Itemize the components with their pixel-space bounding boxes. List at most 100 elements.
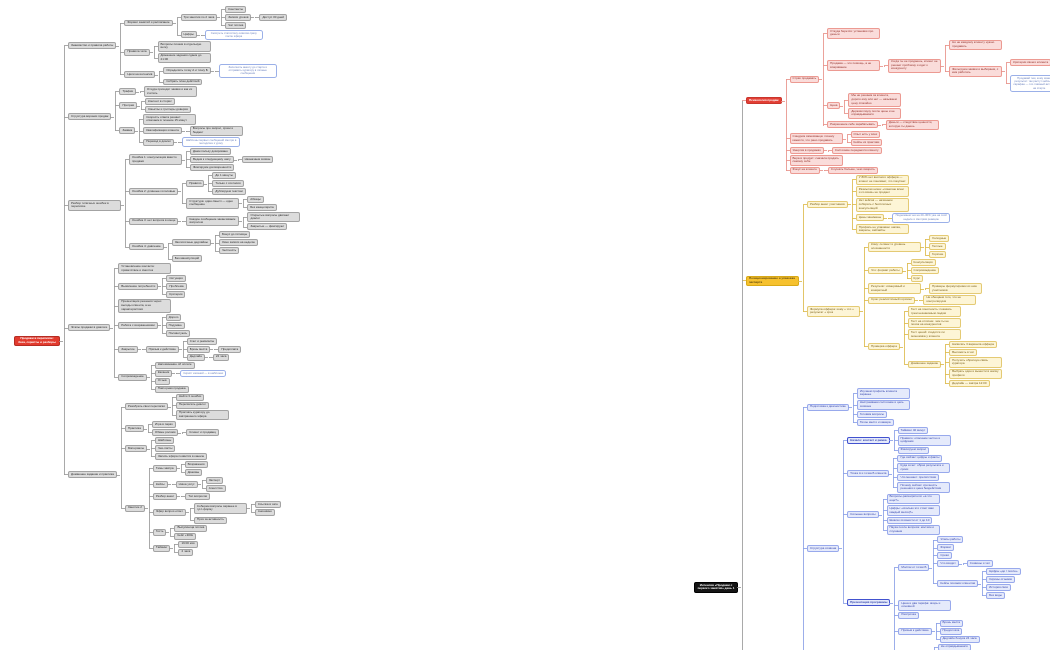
mindmap-node[interactable]: Выложить в чат: [949, 349, 978, 356]
mindmap-node[interactable]: Получить обратную связь куратора: [949, 356, 1003, 368]
mindmap-node[interactable]: Настраиваем состояние и цель созвона: [856, 399, 910, 411]
mindmap-node[interactable]: Бронь места: [186, 345, 213, 353]
mindmap-root-node[interactable]: Интенсив «Продажи с первого занятия» ден…: [694, 582, 741, 593]
mindmap-node[interactable]: Подумаю: [165, 321, 185, 329]
mindmap-node[interactable]: Чат потока: [225, 21, 247, 29]
mindmap-node[interactable]: Подготовка к диагностике: [807, 403, 852, 411]
mindmap-node[interactable]: 2 часа: [178, 548, 194, 556]
mindmap-node[interactable]: Клиент и продавец: [186, 429, 219, 437]
mindmap-node[interactable]: Цифры: «сколько это стоит вам каждый мес…: [886, 505, 940, 516]
mindmap-node[interactable]: Вопросы про запрос, сроки и бюджет: [189, 125, 243, 137]
mindmap-node[interactable]: Ошибка 2: длинные голосовые: [129, 188, 182, 195]
mindmap-node[interactable]: Шаблоны: [155, 437, 175, 445]
mindmap-node[interactable]: Кому: сегмент и уровень осознанности: [868, 241, 924, 253]
mindmap-node[interactable]: Разбор типичных ошибок в переписке: [68, 199, 124, 211]
mindmap-node[interactable]: Разбор анкет: [152, 492, 181, 500]
mindmap-node[interactable]: Дублируем текстом: [212, 188, 246, 195]
mindmap-node[interactable]: Тайминг: [152, 544, 173, 552]
mindmap-node[interactable]: Но не каждому клиенту нужно продавать: [949, 39, 1003, 51]
mindmap-node[interactable]: Сроки: [937, 552, 952, 560]
mindmap-node[interactable]: Критерии: [166, 290, 186, 298]
mindmap-root-node[interactable]: Продажи в переписке: база, скрипты и раз…: [14, 335, 63, 347]
mindmap-node[interactable]: Работа с возражениями: [118, 321, 162, 329]
mindmap-node[interactable]: Выявление потребности: [118, 282, 162, 290]
mindmap-node[interactable]: Примеры формулировок из ниш участников: [929, 283, 982, 294]
mindmap-node[interactable]: Цены занижены: [855, 214, 888, 222]
mindmap-node[interactable]: Ошибка 3: нет вопроса в конце: [129, 217, 182, 225]
mindmap-node[interactable]: Вопросы пишем в отдельную ветку: [157, 40, 211, 52]
branch-topic-node[interactable]: Психология продаж: [746, 97, 785, 105]
mindmap-node[interactable]: Ведем к следующему шагу: [190, 156, 237, 164]
mindmap-node[interactable]: Кейсы из практики: [850, 139, 883, 146]
mindmap-node[interactable]: Созвоны и чат: [966, 560, 993, 568]
mindmap-node[interactable]: Презентация решения через выгоды клиента…: [118, 298, 172, 313]
mindmap-node[interactable]: Чек-листы: [155, 445, 176, 452]
mindmap-node[interactable]: Соберем вопросы заранее в гугл-форму: [193, 503, 250, 514]
mindmap-node[interactable]: Вера в продукт: сначала продать самому с…: [789, 154, 843, 166]
mindmap-node[interactable]: Продажа — это помощь, а не впаривание: [827, 60, 884, 71]
mindmap-node[interactable]: Возражения: [184, 460, 208, 468]
mindmap-node[interactable]: Готовим вопросы: [856, 411, 887, 419]
mindmap-node[interactable]: Ситуация: [166, 274, 186, 282]
mindmap-node[interactable]: Эфир вопрос-ответ: [152, 508, 189, 516]
mindmap-node[interactable]: Почему сейчас: срочность решения и цена …: [897, 482, 951, 493]
mindmap-node[interactable]: Что входит: [937, 560, 963, 568]
mindmap-node[interactable]: Где сейчас: цифры и факты: [897, 454, 943, 462]
mindmap-node[interactable]: Курс: [910, 275, 923, 283]
mindmap-node[interactable]: Держим паузу после цены и не оправдываем…: [848, 107, 902, 119]
mindmap-node[interactable]: Рассрочка: [898, 611, 919, 619]
mindmap-node[interactable]: Домашнее задание и практика: [68, 471, 120, 479]
mindmap-node[interactable]: Откуда приходят заявки и как их считать: [143, 86, 197, 98]
mindmap-node[interactable]: Ошибка 4: давление: [129, 243, 167, 251]
mindmap-node[interactable]: Проверка оффера: [868, 343, 903, 351]
mindmap-node[interactable]: Скорость ответа решает: отвечаем в течен…: [143, 113, 197, 125]
mindmap-node[interactable]: Призыв к действию: [145, 345, 182, 353]
mindmap-node[interactable]: Гость: [152, 528, 169, 536]
mindmap-node[interactable]: Предоплата: [218, 345, 242, 353]
mindmap-node[interactable]: Цифры «до / после»: [986, 568, 1021, 576]
mindmap-node[interactable]: Экологичные дедлайны: [171, 239, 215, 247]
mindmap-node[interactable]: Закрытые — фиксируют: [247, 223, 288, 231]
mindmap-node[interactable]: Состояние передается клиенту: [831, 147, 882, 154]
mindmap-node[interactable]: Напоминание об оплате: [154, 361, 195, 369]
mindmap-node[interactable]: Ниша услуг: [175, 480, 201, 488]
mindmap-node[interactable]: Разобрать свои переписки: [124, 403, 171, 411]
mindmap-node[interactable]: Правила чата: [124, 48, 153, 56]
mindmap-node[interactable]: Бронь места: [939, 619, 964, 627]
mindmap-node[interactable]: Формула оффера: кому + что + результат +…: [807, 305, 863, 317]
mindmap-node[interactable]: Три занятия по 2 часа: [180, 13, 220, 21]
mindmap-node[interactable]: Цели на интенсив: [124, 71, 159, 79]
mindmap-node[interactable]: История своя: [986, 584, 1011, 592]
mindmap-node[interactable]: Призыв к действию: [898, 627, 935, 635]
mindmap-node[interactable]: Доступ 30 дней: [259, 13, 287, 21]
note-box[interactable]: Смотреть статистику охватов сразу после …: [204, 29, 263, 40]
mindmap-node[interactable]: Установление контакта: приветствие и смо…: [118, 263, 172, 274]
mindmap-node[interactable]: Знакомство и правила работы: [68, 42, 120, 50]
note-box[interactable]: Шаблоны первых сообщений смотри в методи…: [182, 137, 241, 148]
mindmap-node[interactable]: Вопросы-расширители: «а что еще?»: [886, 493, 940, 505]
mindmap-node[interactable]: Разбор анкет участников: [807, 200, 851, 208]
mindmap-node[interactable]: Этапы продажи в диалоге: [68, 324, 114, 332]
mindmap-node[interactable]: Даем пользу дозировано: [190, 148, 231, 156]
mindmap-node[interactable]: Открытые вопросы двигают диалог: [247, 211, 301, 223]
mindmap-node[interactable]: Тест на отличие: чем ты не похож на конк…: [907, 317, 961, 329]
mindmap-node[interactable]: Написать 3 варианта оффера: [949, 341, 997, 348]
mindmap-node[interactable]: Назначаем созвон: [241, 156, 274, 164]
mindmap-node[interactable]: Тайминг 40 минут: [897, 427, 929, 435]
mindmap-node[interactable]: Формат: [937, 544, 955, 552]
mindmap-node[interactable]: Прогрев: [119, 102, 140, 109]
mindmap-node[interactable]: Честность: [218, 247, 240, 255]
mindmap-node[interactable]: Пауза после вопроса: молчим и слушаем: [886, 524, 940, 536]
mindmap-node[interactable]: Выпускница потока: [174, 524, 208, 532]
mindmap-node[interactable]: Каждое сообщение заканчиваем вопросом: [186, 215, 243, 227]
mindmap-node[interactable]: Изучаем профиль клиента заранее: [856, 388, 910, 399]
mindmap-node[interactable]: Переписать диалог: [175, 401, 209, 409]
mindmap-node[interactable]: Повторная продажа: [154, 385, 189, 393]
mindmap-node[interactable]: Шкала готовности от 1 до 10: [886, 516, 933, 524]
note-box[interactable]: Продавай тем, кому можешь дать результат…: [1010, 75, 1050, 92]
mindmap-node[interactable]: Только с согласия: [212, 180, 244, 187]
mindmap-node[interactable]: Дорого: [165, 313, 182, 321]
mindmap-node[interactable]: Цена: [827, 102, 844, 110]
mindmap-node[interactable]: Куда хочет: образ результата и сроки: [897, 462, 951, 474]
mindmap-node[interactable]: Касания: [154, 369, 175, 377]
